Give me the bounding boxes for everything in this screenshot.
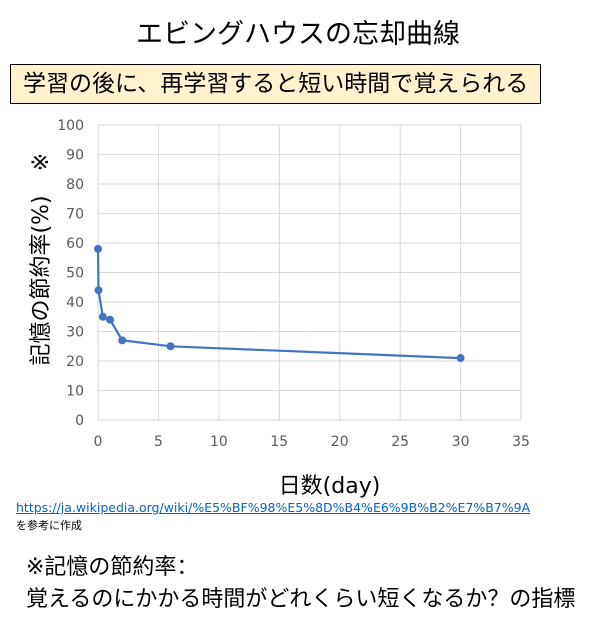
- data-point: [456, 354, 465, 363]
- series-retention: [94, 244, 465, 363]
- data-point: [94, 286, 103, 295]
- y-tick-label: 10: [66, 384, 84, 400]
- footnote: ※記憶の節約率： 覚えるのにかかる時間がどれくらい短くなるか？の指標: [26, 552, 575, 616]
- forgetting-curve-chart: 0 10 20 30 40 50 60 70 80 90 100 0 5 10 15 20 25 30 35 日数(…: [29, 118, 530, 499]
- chart-title: エビングハウスの忘却曲線: [136, 19, 460, 50]
- x-axis-title: 日数(day): [279, 474, 381, 499]
- tick-labels: 0 10 20 30 40 50 60 70 80 90 100 0 5 10 15 20 25 30 35: [57, 118, 530, 450]
- y-tick-label: 30: [66, 325, 84, 341]
- x-tick-label: 25: [391, 434, 409, 450]
- y-axis-footnote-mark: ※: [29, 153, 54, 171]
- y-tick-label: 60: [66, 236, 84, 252]
- x-tick-label: 20: [331, 434, 349, 450]
- x-tick-label: 35: [512, 434, 530, 450]
- footnote-line-1: ※記憶の節約率：: [26, 555, 199, 580]
- y-tick-label: 0: [75, 413, 84, 429]
- chart-subtitle: 学習の後に、再学習すると短い時間で覚えられる: [10, 64, 542, 104]
- y-tick-label: 50: [66, 266, 84, 282]
- y-tick-label: 40: [66, 295, 84, 311]
- y-tick-label: 100: [57, 118, 84, 134]
- data-point: [166, 342, 175, 351]
- y-tick-label: 80: [66, 177, 84, 193]
- x-tick-label: 15: [270, 434, 288, 450]
- y-axis-title: 記憶の節約率(%): [29, 195, 54, 365]
- data-point: [106, 315, 115, 324]
- data-point: [94, 244, 102, 253]
- x-tick-label: 30: [452, 434, 470, 450]
- source-link[interactable]: https://ja.wikipedia.org/wiki/%E5%BF%98%…: [16, 500, 531, 515]
- y-tick-label: 70: [66, 207, 84, 223]
- source-note: を参考に作成: [16, 519, 82, 532]
- data-point: [98, 312, 107, 321]
- x-tick-label: 0: [94, 434, 103, 450]
- x-tick-label: 10: [210, 434, 228, 450]
- y-tick-label: 20: [66, 354, 84, 370]
- data-point: [118, 336, 127, 345]
- footnote-line-2: 覚えるのにかかる時間がどれくらい短くなるか？の指標: [26, 587, 576, 612]
- grid-lines: [97, 124, 522, 421]
- x-tick-label: 5: [154, 434, 163, 450]
- y-tick-label: 90: [66, 148, 84, 164]
